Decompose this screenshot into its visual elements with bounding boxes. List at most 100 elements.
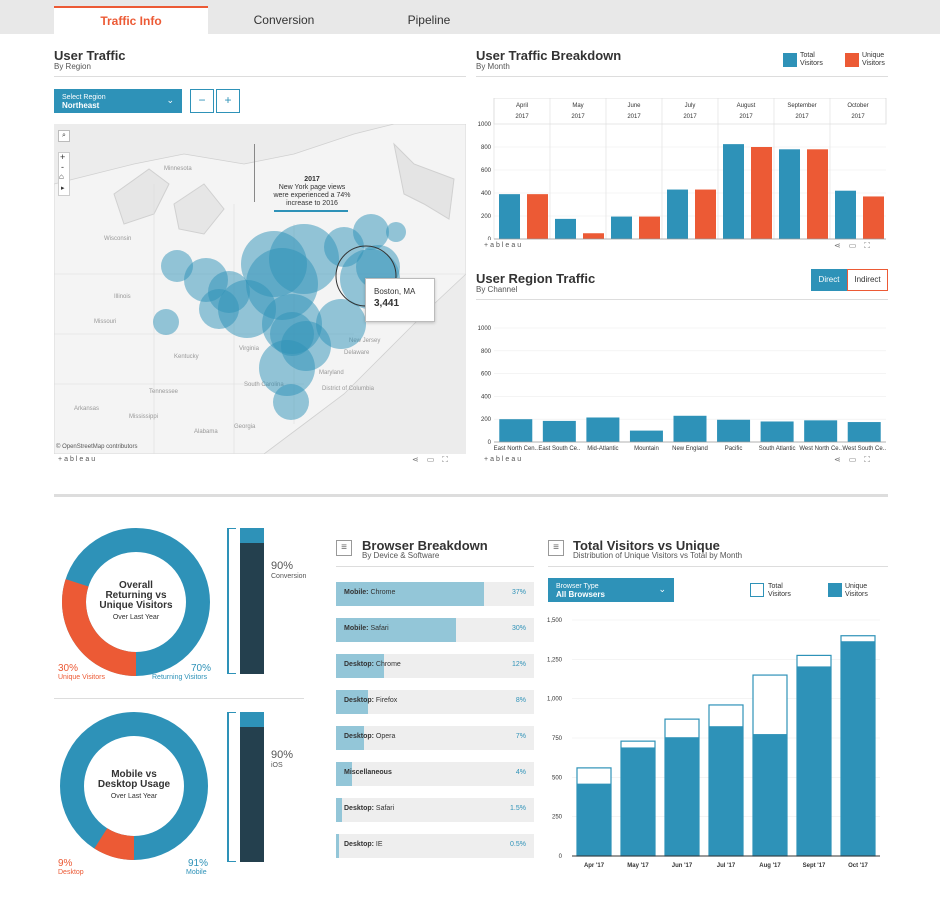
map-label: District of Columbia xyxy=(322,386,375,392)
tab-traffic-info[interactable]: Traffic Info xyxy=(54,6,208,34)
tooltip-city: Boston, MA xyxy=(374,287,416,296)
browser-row[interactable]: Desktop: Firefox 8% xyxy=(336,690,534,714)
share-icon[interactable]: ⋖▭⛶ xyxy=(412,455,456,464)
unique-bar xyxy=(753,734,787,856)
home-icon[interactable]: ⌂ xyxy=(59,172,64,181)
map-attribution: © OpenStreetMap contributors xyxy=(56,444,138,450)
x-tick-label: 2017 xyxy=(683,114,697,120)
search-icon[interactable]: ⌕ xyxy=(58,130,70,142)
legend-total-label: Total Visitors xyxy=(768,583,791,598)
bar xyxy=(542,420,576,442)
browser-row-browser: IE xyxy=(373,841,383,848)
zoom-plus-icon[interactable]: + xyxy=(60,152,66,162)
bar xyxy=(807,149,828,239)
menu-icon[interactable]: ≡ xyxy=(336,540,352,556)
zoom-out-button[interactable]: − xyxy=(190,89,214,113)
conversion-pct: 90% xyxy=(271,560,294,572)
x-tick-label: South Atlantic xyxy=(759,446,796,452)
callout: 2017 New York page views were experience… xyxy=(272,176,352,208)
x-tick-label: May '17 xyxy=(627,863,649,869)
y-tick-label: 1000 xyxy=(478,326,492,332)
returning-vs-unique-donut xyxy=(62,528,210,676)
bar xyxy=(499,194,520,239)
map-label: Minnesota xyxy=(164,166,192,172)
browser-row-fill xyxy=(336,582,484,606)
divider xyxy=(54,698,304,699)
x-tick-label: Oct '17 xyxy=(848,863,868,869)
legend-total-label: Total Visitors xyxy=(800,52,823,67)
bar xyxy=(760,421,794,442)
bar xyxy=(847,422,881,442)
conversion-label: Conversion xyxy=(271,573,307,580)
browser-row-value: 1.5% xyxy=(510,805,526,812)
x-tick-label: New England xyxy=(672,446,708,452)
legend-unique-swatch xyxy=(845,53,859,67)
region-traffic-chart: 0 200 400 600 800 1000 East North Cen.. East So… xyxy=(478,326,887,452)
user-traffic-subtitle: By Region xyxy=(54,62,91,71)
browser-row[interactable]: Miscellaneous 4% xyxy=(336,762,534,786)
zoom-in-button[interactable]: + xyxy=(216,89,240,113)
browser-row-label: Desktop: Firefox xyxy=(344,697,397,704)
indirect-toggle[interactable]: Indirect xyxy=(847,269,888,291)
browser-row-fill xyxy=(336,762,352,786)
browser-row[interactable]: Desktop: IE 0.5% xyxy=(336,834,534,858)
unique-bar xyxy=(841,641,875,856)
bar xyxy=(751,147,772,239)
ios-pct: 90% xyxy=(271,749,294,761)
x-tick-label: July xyxy=(685,103,696,109)
map-label: Illinois xyxy=(114,294,131,300)
browser-row[interactable]: Mobile: Safari 30% xyxy=(336,618,534,642)
conversion-bracket xyxy=(227,528,236,674)
tableau-logo: +ableau xyxy=(58,456,98,463)
browser-type-select[interactable]: Browser Type All Browsers ⌄ xyxy=(548,578,674,602)
browser-row-device: Desktop: xyxy=(344,805,374,812)
region-map[interactable]: ⌕ + - ⌂ ▸ Wisconsin Illinois Missouri Kentu… xyxy=(54,124,466,454)
donut2-title-line: Mobile vs xyxy=(111,769,157,780)
share-icon[interactable]: ⋖▭⛶ xyxy=(834,241,878,250)
browser-row-browser: Safari xyxy=(368,625,389,632)
desktop-label: Desktop xyxy=(58,869,84,876)
browser-row-device: Miscellaneous xyxy=(344,769,392,776)
browser-row-browser: Chrome xyxy=(373,661,401,668)
bar xyxy=(779,149,800,239)
map-label: Kentucky xyxy=(174,354,199,360)
browser-row[interactable]: Desktop: Chrome 12% xyxy=(336,654,534,678)
y-tick-label: 800 xyxy=(481,349,492,355)
browser-row-fill xyxy=(336,654,384,678)
direct-toggle[interactable]: Direct xyxy=(811,269,847,291)
browser-row-label: Desktop: Opera xyxy=(344,733,395,740)
tab-conversion[interactable]: Conversion xyxy=(253,13,315,27)
browser-row-device: Mobile: xyxy=(344,589,369,596)
zoom-minus-icon[interactable]: - xyxy=(61,162,64,172)
browser-row-fill xyxy=(336,618,456,642)
header-band xyxy=(493,98,887,125)
breakdown-title: User Traffic Breakdown xyxy=(476,48,622,63)
share-icon[interactable]: ⋖▭⛶ xyxy=(834,455,878,464)
browser-row-browser: Opera xyxy=(373,733,396,740)
traffic-bubble xyxy=(353,214,389,250)
region-select[interactable]: Select Region Northeast ⌄ xyxy=(54,89,182,113)
divider xyxy=(476,76,888,77)
legend-unique-label: Unique Visitors xyxy=(845,583,868,598)
browser-row[interactable]: Desktop: Safari 1.5% xyxy=(336,798,534,822)
chevron-down-icon: ⌄ xyxy=(658,584,666,594)
x-tick-label: 2017 xyxy=(795,114,809,120)
browser-row[interactable]: Mobile: Chrome 37% xyxy=(336,582,534,606)
traffic-bubble xyxy=(273,384,309,420)
browser-row[interactable]: Desktop: Opera 7% xyxy=(336,726,534,750)
tab-pipeline[interactable]: Pipeline xyxy=(407,13,451,27)
unique-bar xyxy=(797,666,831,856)
unique-bar xyxy=(577,783,611,856)
y-tick-label: 250 xyxy=(552,815,563,821)
browser-row-browser: Chrome xyxy=(368,589,396,596)
y-tick-label: 200 xyxy=(481,417,492,423)
legend-total-swatch xyxy=(783,53,797,67)
y-tick-label: 1000 xyxy=(478,122,492,128)
browser-type-value: All Browsers xyxy=(556,590,605,599)
traffic-bubbles xyxy=(153,214,406,420)
breakdown-chart: 0 200 400 600 800 1000 April 2017 May 2017 June 201… xyxy=(478,98,887,240)
play-icon[interactable]: ▸ xyxy=(61,185,65,192)
menu-icon[interactable]: ≡ xyxy=(548,540,564,556)
total-vs-unique-chart: 0 250 500 750 1,000 1,250 1,500 Apr '17 May '17 J… xyxy=(547,618,880,869)
x-tick-label: Jun '17 xyxy=(672,863,693,869)
